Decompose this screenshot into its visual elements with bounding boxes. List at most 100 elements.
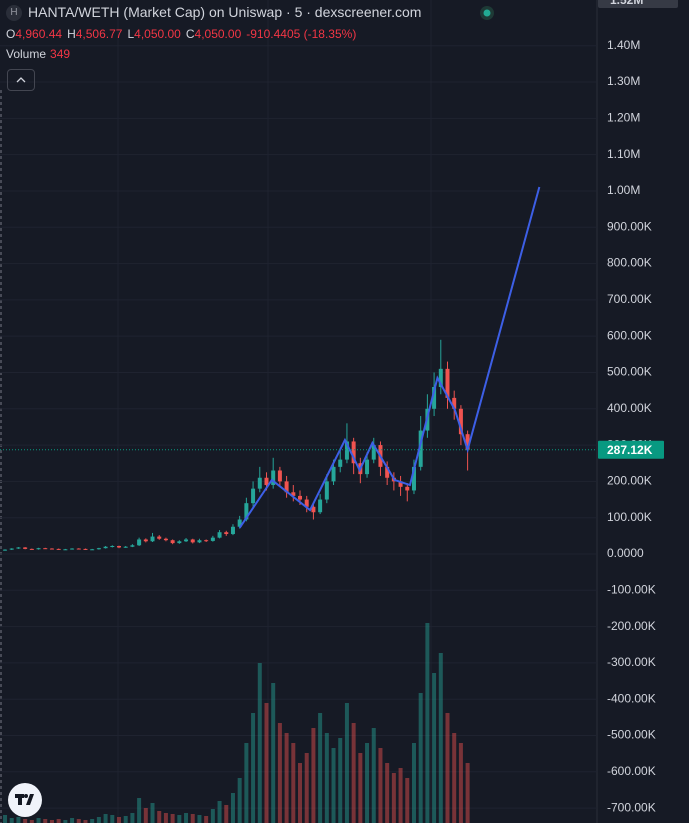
volume-bar: [391, 773, 396, 823]
candle-body: [224, 532, 229, 535]
volume-bar: [16, 817, 21, 823]
volume-bar: [351, 723, 356, 823]
candle-body: [217, 532, 222, 538]
y-tick-label: 700.00K: [607, 292, 652, 306]
volume-bar: [190, 814, 195, 823]
y-tick-label: 400.00K: [607, 401, 652, 415]
candle-body: [344, 441, 349, 460]
candle-body: [405, 486, 410, 491]
y-tick-label: 200.00K: [607, 474, 652, 488]
y-tick-label: -400.00K: [607, 691, 656, 705]
candle-body: [76, 548, 81, 550]
candle-body: [23, 547, 28, 549]
candle-body: [96, 548, 101, 550]
y-tick-label: 800.00K: [607, 256, 652, 270]
ohlc-value: 4,960.44: [15, 27, 63, 41]
volume-bar: [284, 733, 289, 823]
volume-bar: [331, 748, 336, 823]
tv-logo: [8, 783, 42, 817]
candle-body: [338, 459, 343, 467]
ohlc-key: C: [185, 27, 195, 41]
y-tick-label: -300.00K: [607, 655, 656, 669]
candle-body: [130, 545, 135, 547]
volume-bar: [9, 818, 14, 823]
volume-bar: [411, 743, 416, 823]
y-tick-label: -100.00K: [607, 582, 656, 596]
volume-bar: [150, 803, 155, 823]
symbol-icon: H: [6, 5, 22, 21]
volume-bar: [170, 814, 175, 823]
volume-bar: [137, 798, 142, 823]
trend-drawing: [238, 186, 541, 529]
candle-body: [244, 503, 249, 520]
candle-body: [49, 548, 54, 550]
candle-body: [70, 548, 75, 550]
volume-bar: [110, 815, 115, 823]
candle-body: [63, 549, 68, 551]
candle-body: [197, 540, 202, 543]
candle-body: [351, 441, 356, 464]
y-tick-label: 1.30M: [607, 74, 640, 88]
candle-body: [324, 481, 329, 500]
ohlc-key: H: [67, 27, 76, 41]
candle-body: [398, 481, 403, 487]
candle-body: [304, 499, 309, 507]
candle-body: [190, 539, 195, 543]
candle-body: [110, 546, 115, 548]
y-tick-label: 1.10M: [607, 147, 640, 161]
y-tick-label: 500.00K: [607, 365, 652, 379]
volume-bar: [438, 653, 443, 823]
y-tick-label: -500.00K: [607, 728, 656, 742]
volume-label: Volume: [6, 47, 47, 61]
candle-body: [43, 548, 48, 550]
volume-bar: [271, 683, 276, 823]
volume-bar: [385, 763, 390, 823]
chevron: [16, 77, 26, 83]
volume-bar: [130, 813, 135, 823]
volume-bar: [344, 703, 349, 823]
candle-body: [150, 536, 155, 542]
volume-bar: [432, 673, 437, 823]
candle-body: [257, 477, 262, 489]
volume-bar: [358, 753, 363, 823]
volume-bar: [318, 713, 323, 823]
volume-value: 349: [50, 47, 71, 61]
candle-body: [237, 519, 242, 527]
candle-body: [264, 477, 269, 486]
candle-body: [277, 470, 282, 482]
volume-bar: [398, 768, 403, 823]
volume-bar: [452, 733, 457, 823]
volume-bar: [405, 778, 410, 823]
candle-body: [163, 538, 168, 541]
price-label: 287.12K: [607, 443, 653, 457]
candle-body: [432, 386, 437, 409]
volume-bar: [445, 713, 450, 823]
volume-bar: [311, 728, 316, 823]
y-tick-label: -200.00K: [607, 619, 656, 633]
volume-bar: [43, 819, 48, 823]
chart-title: HANTA/WETH (Market Cap) on Uniswap · 5 ·…: [28, 4, 422, 20]
volume-bar: [264, 703, 269, 823]
candle-body: [458, 408, 463, 435]
candle-body: [411, 466, 416, 491]
volume-bar: [103, 814, 108, 823]
volume-bar: [23, 819, 28, 823]
candle-body: [157, 536, 162, 539]
volume-bar: [3, 815, 8, 823]
price-axis: [597, 0, 689, 823]
y-tick-label: 900.00K: [607, 219, 652, 233]
ohlc-value: 4,506.77: [75, 27, 123, 41]
volume-bar: [157, 811, 162, 823]
volume-bar: [304, 753, 309, 823]
candle-body: [318, 499, 323, 513]
collapse-button[interactable]: [7, 69, 35, 91]
candle-body: [3, 549, 8, 551]
volume-bar: [237, 778, 242, 823]
top-label-box: [598, 0, 678, 8]
volume-bar: [90, 819, 95, 823]
candle-body: [465, 434, 470, 450]
